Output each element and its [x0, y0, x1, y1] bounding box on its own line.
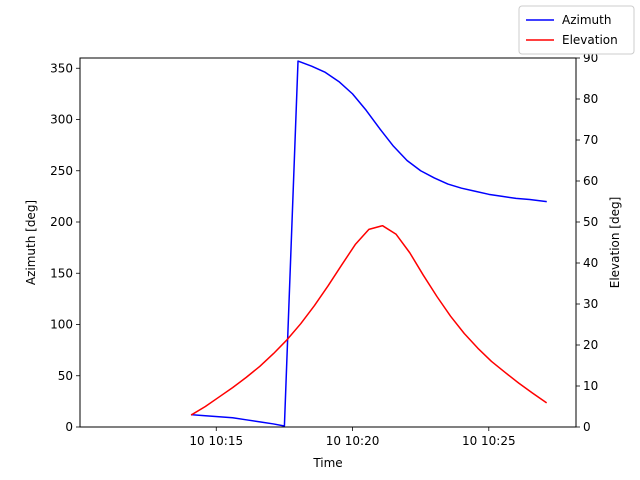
- x-tick-label: 10 10:15: [189, 434, 243, 448]
- left-y-tick-label: 100: [50, 318, 73, 332]
- left-y-tick-label: 0: [65, 420, 73, 434]
- left-y-tick-label: 50: [58, 369, 73, 383]
- right-y-tick-label: 60: [583, 174, 598, 188]
- series-line-elevation: [190, 224, 548, 416]
- x-tick-label: 10 10:20: [326, 434, 380, 448]
- legend-box: [518, 5, 635, 55]
- legend: Azimuth Elevation: [518, 5, 635, 55]
- x-tick-label: 10 10:25: [462, 434, 516, 448]
- plot-frame: [79, 57, 577, 428]
- right-y-axis-label: Elevation [deg]: [608, 197, 622, 289]
- legend-label-elevation: Elevation: [562, 33, 618, 47]
- right-y-tick-label: 50: [583, 215, 598, 229]
- left-y-tick-label: 200: [50, 215, 73, 229]
- right-y-tick-label: 10: [583, 379, 598, 393]
- right-y-tick-label: 30: [583, 297, 598, 311]
- right-y-tick-label: 70: [583, 133, 598, 147]
- left-y-axis-label: Azimuth [deg]: [24, 200, 38, 285]
- left-y-axis-ticks: 0 50 100 150 200 250 300 350: [50, 61, 80, 434]
- right-y-tick-label: 40: [583, 256, 598, 270]
- left-y-tick-label: 150: [50, 266, 73, 280]
- plot-lines: [190, 60, 548, 427]
- series-line-azimuth: [190, 60, 547, 427]
- x-axis-label: Time: [312, 456, 342, 470]
- x-axis-ticks: 10 10:15 10 10:20 10 10:25: [189, 427, 516, 448]
- left-y-tick-label: 350: [50, 61, 73, 75]
- right-y-tick-label: 20: [583, 338, 598, 352]
- left-y-tick-label: 250: [50, 164, 73, 178]
- right-y-tick-label: 0: [583, 420, 591, 434]
- legend-label-azimuth: Azimuth: [562, 13, 611, 27]
- left-y-tick-label: 300: [50, 113, 73, 127]
- right-y-tick-label: 80: [583, 92, 598, 106]
